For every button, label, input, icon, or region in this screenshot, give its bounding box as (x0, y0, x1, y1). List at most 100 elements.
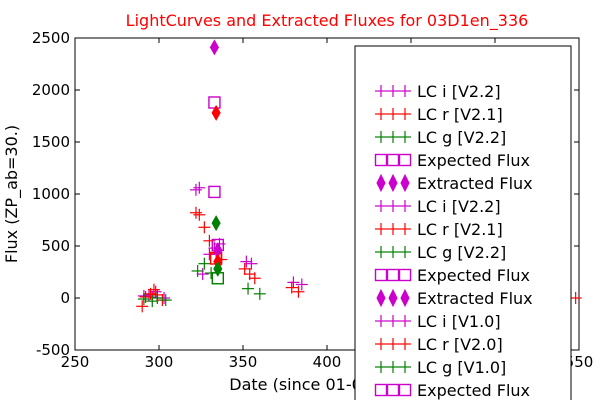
legend-marker-plus (387, 200, 399, 212)
legend-label: LC i [V2.2] (417, 82, 501, 101)
legend-marker-plus (399, 200, 411, 212)
data-point-plus (146, 295, 159, 308)
data-point-plus (189, 183, 202, 196)
data-point-plus (253, 287, 266, 300)
y-axis: -500 0 500 1000 1500 2000 2500 (32, 29, 579, 359)
legend-marker-plus (387, 338, 399, 350)
data-point-plus (203, 248, 216, 261)
legend-label: LC g [V2.2] (417, 128, 506, 147)
data-point-plus (139, 290, 152, 303)
legend-label: LC r [V2.1] (417, 220, 503, 239)
x-tick-label: 350 (229, 353, 258, 371)
legend-marker-plus (387, 246, 399, 258)
data-point-diamond (213, 260, 223, 277)
data-point-diamond (211, 104, 221, 121)
data-point-plus (198, 221, 211, 234)
y-tick-label: 0 (60, 289, 70, 307)
legend-marker-diamond (388, 288, 398, 308)
data-point-plus (240, 255, 253, 268)
data-point-plus (569, 292, 582, 304)
legend-marker-plus (399, 108, 411, 120)
y-axis-label: Flux (ZP_ab=30.) (2, 125, 22, 263)
data-point-plus (136, 300, 149, 313)
data-point-plus (292, 285, 305, 298)
data-point-plus (147, 283, 160, 296)
legend-marker-plus (375, 338, 387, 350)
legend-marker-square (374, 383, 388, 397)
legend-label: LC i [V1.0] (417, 312, 501, 331)
y-tick-label: 2000 (32, 81, 70, 99)
legend-marker-diamond (400, 288, 410, 308)
data-point-plus (287, 276, 300, 289)
legend-label: Extracted Flux (417, 289, 533, 308)
legend-marker-plus (399, 338, 411, 350)
legend-marker-plus (375, 200, 387, 212)
legend-marker-square (386, 268, 400, 282)
y-tick-label: 1000 (32, 185, 70, 203)
data-point-plus (193, 181, 206, 194)
legend-marker-plus (387, 131, 399, 143)
data-point-diamond (211, 215, 221, 232)
data-point-plus (149, 285, 162, 298)
data-point-plus (151, 292, 164, 304)
legend-marker-square (386, 383, 400, 397)
legend-marker-plus (387, 361, 399, 373)
data-point-plus (245, 257, 258, 270)
x-tick-label: 300 (145, 353, 174, 371)
legend-marker-plus (387, 223, 399, 235)
legend-label: Expected Flux (417, 266, 530, 285)
legend-label: LC i [V2.2] (417, 197, 501, 216)
legend-label: Extracted Flux (417, 174, 533, 193)
data-point-plus (189, 206, 202, 219)
legend-marker-plus (375, 246, 387, 258)
legend-marker-plus (375, 223, 387, 235)
legend-marker-plus (399, 223, 411, 235)
data-point-plus (159, 294, 172, 307)
legend-marker-plus (375, 315, 387, 327)
data-point-square (208, 185, 221, 199)
y-tick-label: 1500 (32, 133, 70, 151)
legend-label: LC r [V2.1] (417, 105, 503, 124)
legend-marker-diamond (376, 288, 386, 308)
legend-marker-diamond (388, 173, 398, 193)
data-point-plus (191, 264, 204, 277)
legend-marker-plus (399, 315, 411, 327)
data-point-plus (295, 278, 308, 291)
legend-marker-diamond (376, 173, 386, 193)
y-tick-label: 500 (41, 237, 70, 255)
legend-marker-plus (375, 108, 387, 120)
y-tick-label: -500 (36, 341, 70, 359)
data-points (136, 39, 582, 313)
data-point-plus (137, 293, 150, 306)
legend-marker-square (374, 268, 388, 282)
legend-marker-plus (375, 131, 387, 143)
legend-marker-square (398, 383, 412, 397)
legend-marker-square (398, 153, 412, 167)
x-tick-label: 250 (61, 353, 90, 371)
legend-marker-plus (399, 85, 411, 97)
data-point-plus (285, 281, 298, 294)
legend-label: LC g [V2.2] (417, 243, 506, 262)
data-point-plus (248, 272, 261, 285)
legend-label: LC g [V1.0] (417, 358, 506, 377)
legend-label: Expected Flux (417, 151, 530, 170)
legend-label: LC r [V2.0] (417, 335, 503, 354)
legend-marker-square (398, 268, 412, 282)
y-tick-label: 2500 (32, 29, 70, 47)
data-point-plus (198, 257, 211, 270)
legend-marker-plus (387, 315, 399, 327)
data-point-plus (203, 234, 216, 247)
data-point-plus (238, 262, 251, 275)
legend: LC i [V2.2] LC r [V2.1] LC g [V2.2] Expecte… (354, 45, 572, 400)
data-point-plus (242, 282, 255, 295)
legend-marker-diamond (400, 173, 410, 193)
data-point-plus (193, 208, 206, 221)
legend-marker-plus (399, 361, 411, 373)
legend-marker-plus (375, 361, 387, 373)
legend-marker-plus (387, 108, 399, 120)
data-point-diamond (209, 39, 220, 56)
legend-label: Expected Flux (417, 381, 530, 400)
data-point-plus (196, 268, 209, 281)
legend-marker-square (374, 153, 388, 167)
